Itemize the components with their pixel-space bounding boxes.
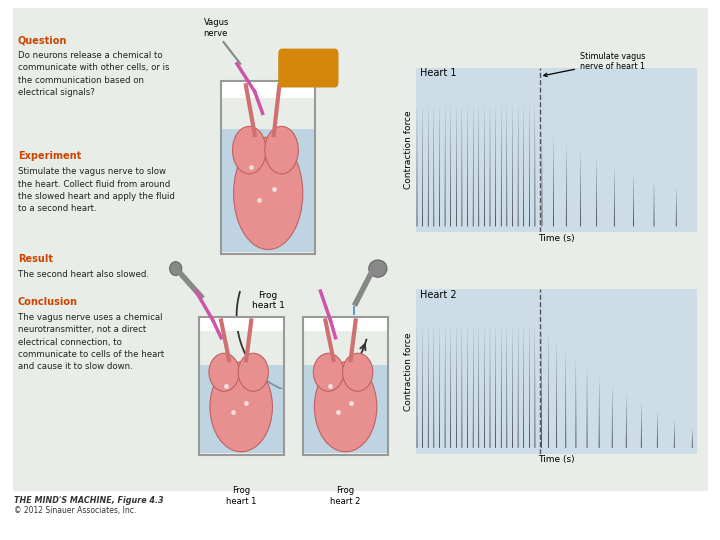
Text: Result: Result <box>18 254 53 264</box>
Ellipse shape <box>233 137 303 249</box>
Bar <box>305 366 387 454</box>
Text: © 2012 Sinauer Associates, Inc.: © 2012 Sinauer Associates, Inc. <box>14 506 137 515</box>
Ellipse shape <box>238 353 269 392</box>
Ellipse shape <box>313 353 343 392</box>
FancyBboxPatch shape <box>278 49 338 87</box>
Text: Experiment: Experiment <box>18 151 81 161</box>
Bar <box>199 317 284 331</box>
Text: Heart 2: Heart 2 <box>420 290 457 300</box>
Text: THE MIND'S MACHINE, Figure 4.3: THE MIND'S MACHINE, Figure 4.3 <box>14 496 164 505</box>
Text: Stimulate vagus
nerve of heart 1: Stimulate vagus nerve of heart 1 <box>544 52 645 77</box>
Text: Stimulate the vagus nerve to slow
the heart. Collect fluid from around
the slowe: Stimulate the vagus nerve to slow the he… <box>18 167 175 213</box>
Bar <box>303 317 388 331</box>
Text: Stimulate: Stimulate <box>280 63 337 73</box>
Bar <box>222 129 314 252</box>
Text: Frog
heart 1: Frog heart 1 <box>252 291 284 310</box>
Ellipse shape <box>170 262 181 275</box>
X-axis label: Time (s): Time (s) <box>539 455 575 464</box>
Ellipse shape <box>210 362 272 452</box>
Text: Frog
heart 2: Frog heart 2 <box>330 487 361 506</box>
FancyBboxPatch shape <box>0 0 720 501</box>
Text: The second heart also slowed.: The second heart also slowed. <box>18 270 149 279</box>
Ellipse shape <box>315 362 377 452</box>
Text: The vagus nerve uses a chemical
neurotransmitter, not a direct
electrical connec: The vagus nerve uses a chemical neurotra… <box>18 313 164 371</box>
Ellipse shape <box>369 260 387 277</box>
Y-axis label: Contraction force: Contraction force <box>405 111 413 189</box>
Ellipse shape <box>343 353 373 392</box>
Text: Conclusion: Conclusion <box>18 297 78 307</box>
Ellipse shape <box>209 353 239 392</box>
Text: Frog
heart 1: Frog heart 1 <box>226 487 256 506</box>
X-axis label: Time (s): Time (s) <box>539 234 575 242</box>
Bar <box>221 81 315 98</box>
Ellipse shape <box>265 126 298 174</box>
Text: Question: Question <box>18 35 68 45</box>
Ellipse shape <box>233 126 266 174</box>
Text: Heart 1: Heart 1 <box>420 69 457 78</box>
Text: Vagus
nerve: Vagus nerve <box>204 18 229 38</box>
Bar <box>200 366 282 454</box>
Y-axis label: Contraction force: Contraction force <box>405 332 413 410</box>
Text: Do neurons release a chemical to
communicate with other cells, or is
the communi: Do neurons release a chemical to communi… <box>18 51 169 97</box>
